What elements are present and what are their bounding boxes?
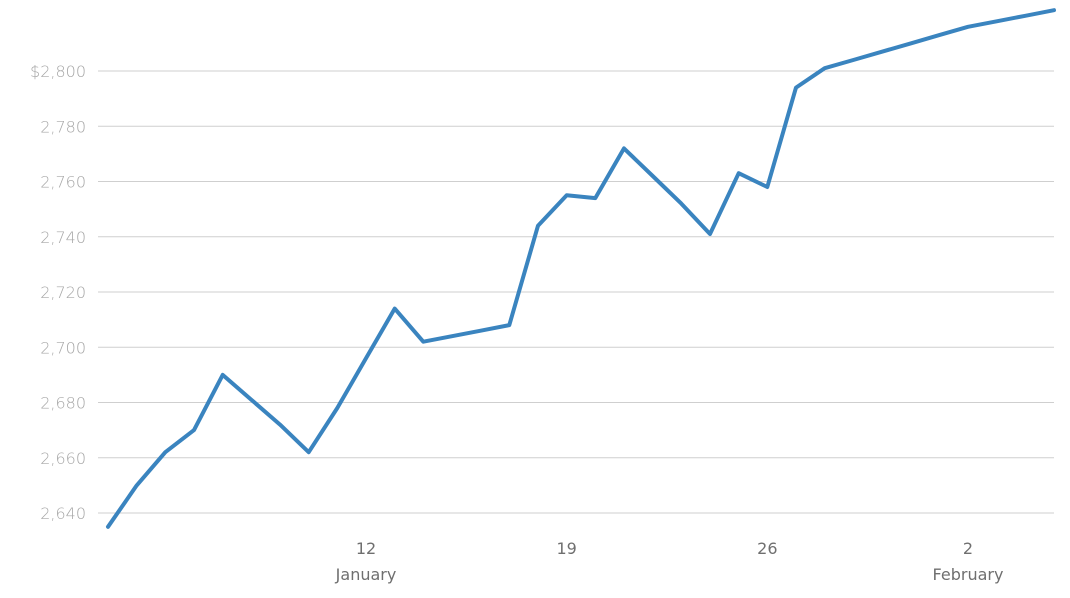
y-tick-label: 2,680 (40, 394, 86, 413)
y-tick-label: 2,640 (40, 504, 86, 523)
y-axis: 2,640 2,660 2,680 2,700 2,720 2,740 2,760 2,780… (30, 62, 86, 523)
x-tick-label: 26 (757, 539, 777, 558)
y-tick-label: 2,660 (40, 449, 86, 468)
y-tick-label: 2,760 (40, 173, 86, 192)
x-tick-label: 12 (356, 539, 376, 558)
series-group (106, 8, 1056, 529)
x-month-label: January (335, 565, 397, 584)
x-tick-label: 19 (556, 539, 576, 558)
x-month-label: February (933, 565, 1004, 584)
grid-lines (98, 70, 1054, 514)
y-tick-label: 2,740 (40, 228, 86, 247)
y-tick-label: 2,720 (40, 283, 86, 302)
x-tick-label: 2 (963, 539, 973, 558)
y-tick-label: $2,800 (30, 62, 86, 81)
x-axis: 12 January 19 26 2 February (335, 539, 1004, 584)
series-line (106, 8, 1056, 529)
y-tick-label: 2,700 (40, 338, 86, 357)
y-tick-label: 2,780 (40, 117, 86, 136)
